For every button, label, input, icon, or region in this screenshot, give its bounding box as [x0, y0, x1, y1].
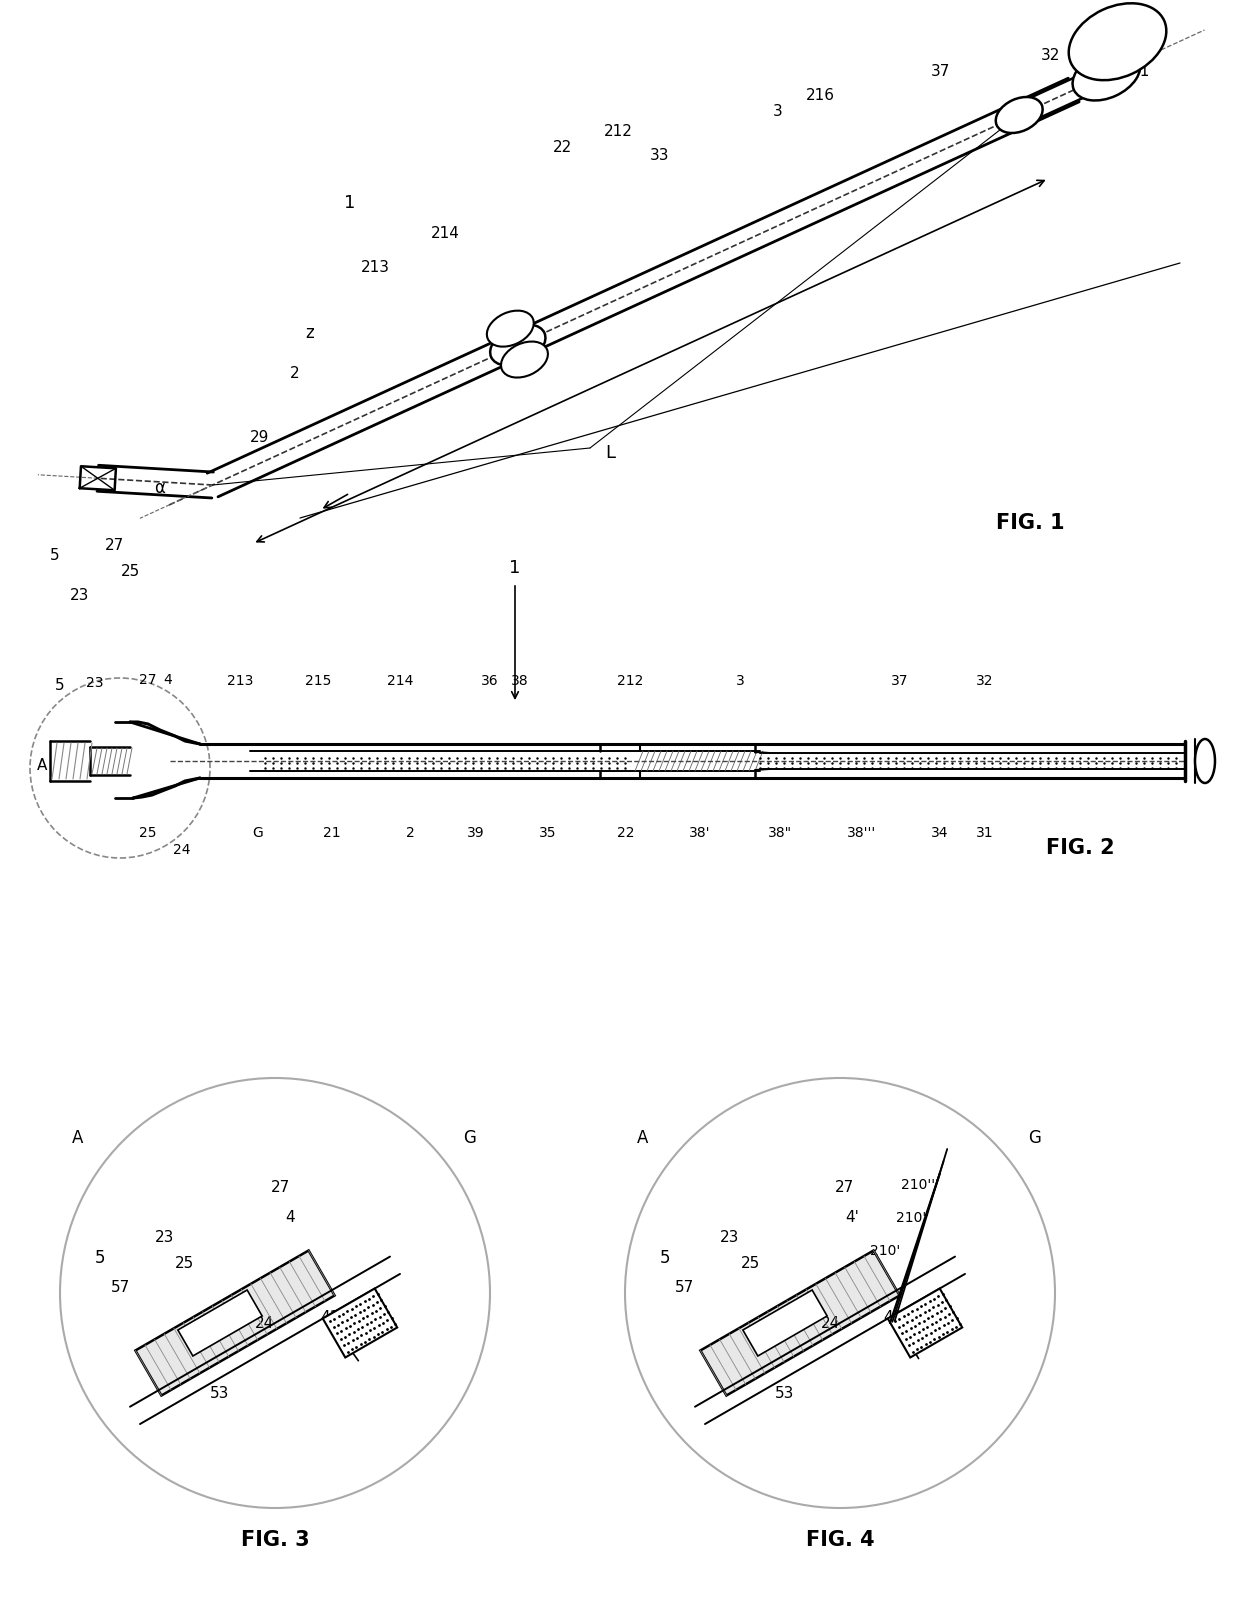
- Text: FIG. 4: FIG. 4: [806, 1530, 874, 1550]
- Text: 23: 23: [720, 1230, 740, 1245]
- Text: 214: 214: [387, 674, 413, 688]
- Text: 37: 37: [930, 63, 950, 78]
- Text: 53: 53: [775, 1386, 795, 1401]
- Text: A: A: [72, 1130, 83, 1147]
- Text: 4': 4': [846, 1211, 859, 1225]
- Text: 1: 1: [510, 558, 521, 578]
- Text: 4: 4: [285, 1211, 295, 1225]
- Text: 32: 32: [1040, 47, 1060, 63]
- Text: FIG. 3: FIG. 3: [241, 1530, 309, 1550]
- Text: 1: 1: [345, 195, 356, 213]
- Text: 38": 38": [768, 826, 792, 841]
- Text: 39: 39: [467, 826, 485, 841]
- Text: z: z: [305, 325, 315, 342]
- Text: 23: 23: [87, 677, 104, 690]
- Text: 214: 214: [430, 226, 460, 240]
- Text: 213: 213: [361, 261, 389, 276]
- Text: 22: 22: [618, 826, 635, 841]
- Text: 23: 23: [155, 1230, 175, 1245]
- Text: 5: 5: [50, 547, 60, 563]
- Text: A: A: [637, 1130, 649, 1147]
- Text: 32: 32: [976, 674, 993, 688]
- Text: 29: 29: [250, 430, 269, 445]
- Polygon shape: [701, 1250, 899, 1396]
- Text: 25: 25: [740, 1256, 760, 1271]
- Text: 210': 210': [870, 1243, 900, 1258]
- Text: 53: 53: [211, 1386, 229, 1401]
- Text: G: G: [464, 1130, 476, 1147]
- Text: 23: 23: [71, 588, 89, 602]
- Text: 41: 41: [320, 1310, 340, 1326]
- Text: 38''': 38''': [847, 826, 877, 841]
- Text: G: G: [1028, 1130, 1042, 1147]
- Text: 31: 31: [1131, 63, 1149, 78]
- Text: 212: 212: [616, 674, 644, 688]
- Text: 210''': 210''': [901, 1178, 939, 1191]
- Text: 34: 34: [931, 826, 949, 841]
- Text: 27: 27: [270, 1180, 290, 1196]
- Polygon shape: [888, 1289, 962, 1357]
- Text: 212: 212: [604, 123, 632, 138]
- Polygon shape: [135, 1250, 335, 1396]
- Text: 5: 5: [660, 1250, 671, 1268]
- Ellipse shape: [1195, 738, 1215, 782]
- Text: 31: 31: [976, 826, 993, 841]
- Text: 3: 3: [773, 104, 782, 118]
- Text: 35: 35: [539, 826, 557, 841]
- Text: 25: 25: [139, 826, 156, 841]
- Text: 24: 24: [174, 842, 191, 857]
- Text: 57: 57: [676, 1281, 694, 1295]
- Text: G: G: [253, 826, 263, 841]
- Text: 37: 37: [892, 674, 909, 688]
- Text: 25: 25: [175, 1256, 195, 1271]
- Polygon shape: [322, 1289, 397, 1357]
- Text: FIG. 2: FIG. 2: [1045, 837, 1115, 859]
- Text: FIG. 1: FIG. 1: [996, 513, 1064, 532]
- Text: 27: 27: [105, 537, 125, 552]
- Text: 57: 57: [110, 1281, 130, 1295]
- Text: 4: 4: [164, 674, 172, 687]
- Text: L: L: [605, 445, 615, 463]
- Ellipse shape: [490, 325, 546, 365]
- Text: A: A: [37, 758, 47, 774]
- Text: 210": 210": [895, 1211, 929, 1225]
- Text: 2: 2: [290, 365, 300, 380]
- Ellipse shape: [487, 310, 533, 347]
- Text: 5: 5: [56, 677, 64, 693]
- Text: 2: 2: [405, 826, 414, 841]
- Polygon shape: [177, 1290, 262, 1355]
- Text: 213: 213: [227, 674, 253, 688]
- Text: 215: 215: [305, 674, 331, 688]
- Ellipse shape: [996, 97, 1043, 133]
- Text: 27: 27: [139, 674, 156, 687]
- Ellipse shape: [1069, 3, 1167, 80]
- Text: 24: 24: [255, 1316, 274, 1331]
- Text: 36: 36: [481, 674, 498, 688]
- Text: α: α: [155, 479, 165, 497]
- Text: 25: 25: [120, 563, 140, 578]
- Ellipse shape: [1073, 50, 1141, 101]
- Text: 216: 216: [806, 88, 835, 102]
- Text: 3: 3: [735, 674, 744, 688]
- Ellipse shape: [501, 341, 548, 378]
- Text: 21: 21: [324, 826, 341, 841]
- Text: 27: 27: [836, 1180, 854, 1196]
- Text: 38': 38': [689, 826, 711, 841]
- Text: 38: 38: [511, 674, 528, 688]
- Text: 41': 41': [883, 1310, 906, 1326]
- Polygon shape: [743, 1290, 827, 1355]
- Text: 5: 5: [94, 1250, 105, 1268]
- Text: 24: 24: [821, 1316, 839, 1331]
- Text: 22: 22: [552, 141, 572, 156]
- Text: 33: 33: [650, 148, 670, 162]
